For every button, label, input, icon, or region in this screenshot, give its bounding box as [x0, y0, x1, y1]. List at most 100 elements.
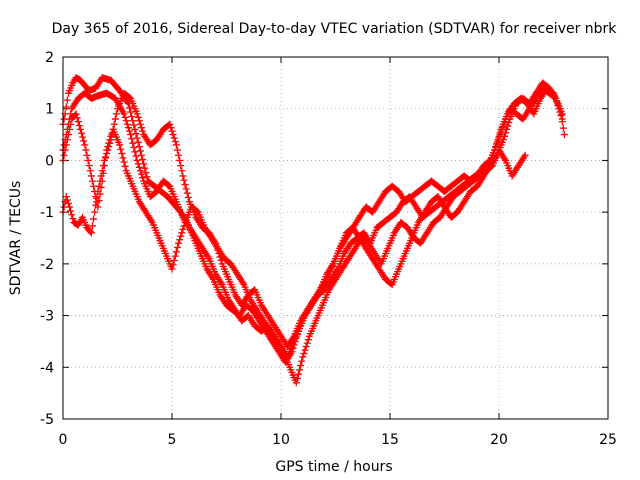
data-point: [133, 156, 141, 164]
data-point-interp: [178, 167, 186, 175]
data-point-interp: [171, 137, 179, 145]
data-point-interp: [137, 170, 145, 178]
data-point-interp: [121, 162, 129, 170]
x-tick-labels: 0 5 10 15 20 25: [59, 432, 617, 448]
data-point: [521, 151, 529, 159]
data-point-interp: [91, 187, 99, 195]
data-point-interp: [118, 150, 126, 158]
data-point-interp: [123, 120, 131, 128]
data-point-interp: [64, 131, 72, 139]
chart-title: Day 365 of 2016, Sidereal Day-to-day VTE…: [52, 21, 618, 37]
data-point-interp: [121, 113, 129, 121]
data-point: [168, 265, 176, 273]
data-point-interp: [60, 151, 68, 159]
data-point: [166, 120, 174, 128]
data-point-interp: [86, 228, 94, 236]
data-point-interp: [139, 174, 147, 182]
data-series: [59, 74, 568, 387]
data-point-interp: [92, 193, 100, 201]
data-point-interp: [87, 172, 95, 180]
y-tick-label: -2: [40, 257, 54, 273]
data-point: [175, 239, 183, 247]
data-point-interp: [63, 196, 71, 204]
data-point-interp: [136, 147, 144, 155]
data-point-interp: [86, 167, 94, 175]
x-tick-label: 0: [59, 432, 68, 448]
data-point-interp: [498, 124, 506, 132]
data-point-interp: [170, 256, 178, 264]
data-point-interp: [69, 215, 77, 223]
data-point: [172, 141, 180, 149]
data-point-interp: [99, 169, 107, 177]
data-point-interp: [303, 339, 311, 347]
data-point-interp: [168, 127, 176, 135]
x-tick-label: 15: [381, 432, 399, 448]
data-point-interp: [122, 117, 130, 125]
data-point-interp: [141, 164, 149, 172]
data-point-interp: [102, 154, 110, 162]
data-point-interp: [124, 124, 132, 132]
data-point-interp: [177, 232, 185, 240]
data-point-interp: [179, 225, 187, 233]
data-point-interp: [496, 131, 504, 139]
data-point-interp: [67, 120, 75, 128]
data-point-interp: [129, 117, 137, 125]
data-point-interp: [176, 236, 184, 244]
data-point-interp: [104, 143, 112, 151]
plot-frame: [62, 56, 609, 420]
data-point-interp: [64, 200, 72, 208]
data-point-interp: [130, 121, 138, 129]
data-point: [63, 136, 71, 144]
data-point-interp: [293, 374, 301, 382]
data-point-interp: [117, 145, 125, 153]
data-point-interp: [132, 130, 140, 138]
data-point: [558, 110, 566, 118]
data-point-interp: [178, 229, 186, 237]
data-point-interp: [128, 135, 136, 143]
data-point: [81, 141, 89, 149]
data-point: [299, 353, 307, 361]
data-point: [87, 229, 95, 237]
data-point: [499, 136, 507, 144]
data-point-interp: [125, 127, 133, 135]
data-point: [120, 110, 128, 118]
data-point-interp: [134, 113, 142, 121]
data-point-interp: [304, 336, 312, 344]
data-point-interp: [143, 173, 151, 181]
data-point-interp: [497, 127, 505, 135]
data-point-interp: [74, 118, 82, 126]
data-point-interp: [78, 129, 86, 137]
data-point-interp: [73, 114, 81, 122]
data-point-interp: [502, 129, 510, 137]
data-point-interp: [301, 346, 309, 354]
data-point-interp: [505, 119, 513, 127]
series-track-4: [59, 110, 529, 387]
data-point-interp: [128, 112, 136, 120]
y-tick-label: 0: [45, 153, 54, 169]
data-point-interp: [133, 134, 141, 142]
data-point: [66, 203, 74, 211]
data-point: [98, 177, 106, 185]
data-point-interp: [183, 189, 191, 197]
data-point-interp: [172, 248, 180, 256]
y-tick-label: 1: [45, 102, 54, 118]
data-point: [62, 193, 70, 201]
data-point-interp: [300, 349, 308, 357]
data-point-interp: [67, 207, 75, 215]
data-point-interp: [83, 151, 91, 159]
data-point-interp: [142, 168, 150, 176]
y-axis-label: SDTVAR / TECUs: [8, 181, 24, 296]
x-axis-label: GPS time / hours: [275, 459, 392, 475]
data-point: [560, 131, 568, 139]
x-tick-label: 20: [490, 432, 508, 448]
data-point-interp: [176, 156, 184, 164]
y-tick-label: -5: [40, 412, 54, 428]
data-point-interp: [139, 127, 147, 135]
data-point: [94, 203, 102, 211]
data-point-interp: [177, 162, 185, 170]
data-point-interp: [66, 125, 74, 133]
data-point-interp: [84, 156, 92, 164]
data-point-interp: [180, 222, 188, 230]
data-point-interp: [139, 156, 147, 164]
y-tick-label: -3: [40, 309, 54, 325]
